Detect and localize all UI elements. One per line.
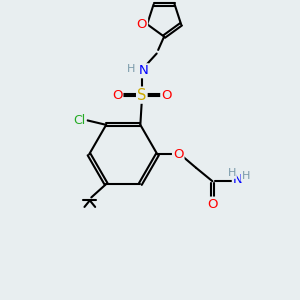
Text: O: O bbox=[112, 88, 122, 102]
Text: H: H bbox=[242, 171, 250, 181]
Text: Cl: Cl bbox=[73, 114, 86, 127]
Text: S: S bbox=[137, 88, 146, 103]
Text: O: O bbox=[136, 18, 147, 31]
Text: H: H bbox=[127, 64, 136, 74]
Text: O: O bbox=[173, 148, 184, 161]
Text: N: N bbox=[138, 64, 148, 77]
Text: H: H bbox=[227, 168, 236, 178]
Text: O: O bbox=[161, 88, 172, 102]
Text: O: O bbox=[207, 198, 218, 211]
Text: N: N bbox=[233, 173, 243, 186]
